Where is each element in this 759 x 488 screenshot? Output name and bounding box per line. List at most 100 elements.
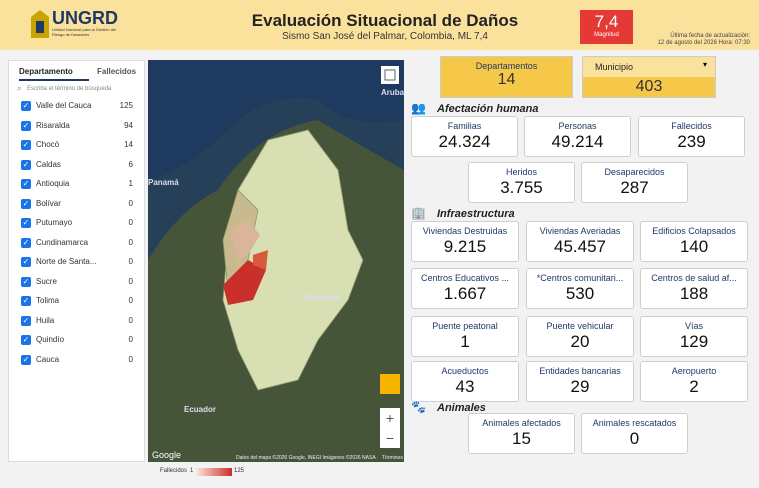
- row-name: Risaralda: [36, 120, 70, 130]
- row-count: 0: [128, 257, 133, 266]
- kpi-value: 15: [512, 429, 531, 448]
- row-count: 0: [128, 237, 133, 247]
- kpi-label: Puente peatonal: [432, 321, 498, 331]
- checkbox[interactable]: ✓: [21, 354, 31, 365]
- kpi-label: Aeropuerto: [671, 366, 717, 376]
- tab[interactable]: Departamento: [19, 67, 89, 81]
- kpi-card: Desaparecidos 287: [581, 162, 688, 203]
- dropdown-arrow: ▾: [702, 60, 707, 69]
- checkbox[interactable]: ✓: [21, 315, 31, 326]
- row-name: Huila: [36, 315, 55, 325]
- checkbox[interactable]: ✓: [21, 120, 31, 131]
- kpi-value: 2: [689, 377, 699, 396]
- update-date: 12 de agosto del 2026 Hora: 07:30: [657, 40, 750, 46]
- checkbox[interactable]: ✓: [21, 335, 31, 345]
- kpi-label: Desaparecidos: [604, 167, 665, 177]
- row-count: 0: [128, 218, 133, 227]
- kpi-value: 140: [679, 237, 709, 256]
- svg-text:−: −: [386, 430, 394, 446]
- kpi-value: 0: [629, 429, 640, 448]
- checkbox[interactable]: ✓: [21, 296, 31, 306]
- magnitude-box: 7,4 Magnitud: [580, 10, 633, 44]
- kpi-value: 29: [570, 377, 590, 396]
- header: UNGRD Unidad Nacional para la Gestión de…: [0, 0, 759, 50]
- row-count: 0: [128, 315, 133, 325]
- row-name: Norte de Santa...: [36, 257, 97, 266]
- kpi-value: 3.755: [500, 178, 543, 197]
- kpi-card: Centros Educativos ... 1.667: [411, 268, 519, 309]
- section-icon: 🏢: [411, 206, 426, 220]
- kpi-label: Vías: [684, 321, 703, 331]
- row-count: 6: [128, 159, 133, 169]
- kpi-card: Animales rescatados 0: [581, 413, 688, 454]
- logo-text: UNGRD: [52, 8, 118, 28]
- update-label: Última fecha de actualización:: [670, 33, 750, 39]
- kpi-card: Acueductos 43: [411, 361, 519, 402]
- kpi-label: Viviendas Averiadas: [539, 226, 621, 236]
- kpi-card: Edificios Colapsados 140: [640, 221, 748, 262]
- kpi-value: 287: [620, 178, 649, 197]
- checkbox[interactable]: ✓: [21, 257, 31, 267]
- legend-min: 1: [190, 468, 194, 474]
- row-name: Antioquia: [36, 179, 70, 188]
- kpi-card: *Centros comunitari... 530: [526, 268, 634, 309]
- checkbox[interactable]: ✓: [21, 218, 31, 228]
- map-label: Aruba: [381, 88, 405, 97]
- kpi-label: Animales afectados: [482, 418, 561, 428]
- kpi-label: Personas: [558, 121, 597, 131]
- kpi-card: Heridos 3.755: [468, 162, 575, 203]
- kpi-value: 188: [679, 284, 709, 303]
- section-title: Infraestructura: [437, 208, 515, 220]
- row-name: Cauca: [36, 354, 60, 364]
- checkbox[interactable]: ✓: [21, 140, 31, 150]
- subtitle: Sismo San José del Palmar, Colombia, ML …: [282, 31, 488, 42]
- checkbox[interactable]: ✓: [21, 179, 31, 189]
- section-title: Animales: [437, 402, 486, 414]
- kpi-card: Puente vehicular 20: [526, 316, 634, 357]
- kpi-card: Animales afectados 15: [468, 413, 575, 454]
- kpi-value: 24.324: [438, 132, 491, 151]
- legend-gradient: [196, 468, 232, 476]
- kpi-value: 45.457: [554, 237, 606, 256]
- row-name: Caldas: [36, 159, 61, 169]
- row-count: 0: [128, 335, 133, 344]
- kpi-card: Viviendas Destruidas 9.215: [411, 221, 519, 262]
- kpi-label: Edificios Colapsados: [652, 226, 736, 236]
- legend-max: 125: [234, 468, 245, 474]
- municipio-dropdown[interactable]: Municipio ▾ 403: [582, 56, 716, 98]
- logo-subtitle: Unidad Nacional para la Gestión del Ries…: [52, 27, 117, 37]
- title: Evaluación Situacional de Daños: [251, 11, 519, 30]
- row-count: 125: [119, 101, 133, 110]
- tab[interactable]: Fallecidos: [97, 67, 137, 76]
- checkbox[interactable]: ✓: [21, 101, 31, 111]
- row-name: Quindío: [36, 335, 65, 344]
- magnitude-value: 7,4: [594, 12, 619, 31]
- map-terms[interactable]: Términos: [382, 455, 403, 461]
- checkbox[interactable]: ✓: [21, 198, 31, 209]
- filter-panel: Departamento Fallecidos ⌕ Escriba el términ…: [8, 60, 145, 462]
- row-name: Tolima: [36, 296, 60, 305]
- google-logo: Google: [152, 450, 182, 460]
- row-name: Bolívar: [36, 198, 61, 208]
- map[interactable]: +−: [148, 60, 404, 462]
- departamentos-card: Departamentos 14: [440, 56, 573, 98]
- checkbox[interactable]: ✓: [21, 276, 31, 287]
- row-name: Chocó: [36, 140, 60, 149]
- row-count: 94: [124, 120, 133, 130]
- kpi-label: Acueductos: [441, 366, 489, 376]
- kpi-value: 49.214: [551, 132, 604, 151]
- row-count: 0: [128, 276, 133, 286]
- row-count: 0: [128, 296, 133, 305]
- card-label: Departamentos: [475, 61, 538, 71]
- kpi-label: Viviendas Destruidas: [422, 226, 508, 236]
- row-name: Sucre: [36, 276, 57, 286]
- checkbox[interactable]: ✓: [21, 237, 31, 248]
- logo-icon: [31, 10, 49, 38]
- search-input[interactable]: Escriba el término de búsqueda: [27, 86, 112, 92]
- kpi-value: 239: [677, 132, 706, 151]
- checkbox[interactable]: ✓: [21, 159, 31, 170]
- section-icon: 🐾: [411, 400, 426, 414]
- magnitude-label: Magnitud: [594, 32, 619, 38]
- map-label: Ecuador: [184, 405, 217, 414]
